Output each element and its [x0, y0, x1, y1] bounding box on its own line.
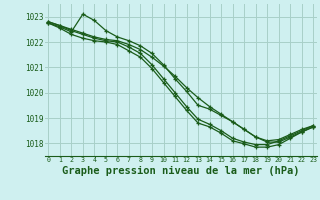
X-axis label: Graphe pression niveau de la mer (hPa): Graphe pression niveau de la mer (hPa) — [62, 166, 300, 176]
